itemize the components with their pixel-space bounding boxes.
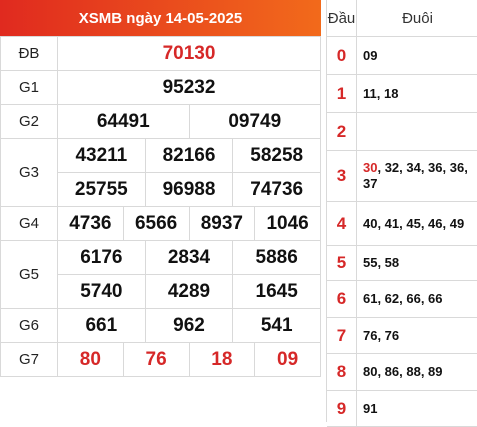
- tail-column-header: Đuôi: [357, 0, 477, 37]
- prize-number: 74736: [232, 172, 320, 206]
- prize-number: 2834: [145, 241, 233, 274]
- prize-number: 43211: [58, 139, 145, 172]
- tail-values: 11, 18: [357, 75, 477, 113]
- tail-values: 61, 62, 66, 66: [357, 281, 477, 318]
- prize-label: G4: [1, 207, 58, 241]
- prize-number: 96988: [145, 172, 233, 206]
- prize-row-g1: G1 95232: [1, 71, 321, 105]
- tail-values: 91: [357, 391, 477, 427]
- head-tail-row: 6 61, 62, 66, 66: [327, 281, 477, 318]
- prize-row-g4: G4 4736 6566 8937 1046: [1, 207, 321, 241]
- head-tail-row: 8 80, 86, 88, 89: [327, 354, 477, 391]
- prize-label: G7: [1, 343, 58, 377]
- results-header: XSMB ngày 14-05-2025: [0, 0, 321, 36]
- prize-row-g5: G5 6176 2834 5886 5740 4289 1645: [1, 241, 321, 309]
- head-digit: 6: [327, 281, 357, 318]
- prize-row-g3: G3 43211 82166 58258 25755 96988 74736: [1, 139, 321, 207]
- head-tail-panel: Đầu Đuôi 0 09 1 11, 18 2 3 30, 32, 34, 3…: [326, 0, 477, 422]
- prize-number: 4289: [145, 274, 233, 308]
- head-digit: 1: [327, 75, 357, 113]
- head-tail-row: 7 76, 76: [327, 318, 477, 354]
- prize-number: 4736: [58, 207, 123, 240]
- prize-number: 76: [123, 343, 189, 376]
- head-tail-row: 5 55, 58: [327, 246, 477, 281]
- prize-number: 6176: [58, 241, 145, 274]
- results-panel: XSMB ngày 14-05-2025 ĐB 70130 G1 95232 G…: [0, 0, 321, 422]
- prize-label: G2: [1, 105, 58, 139]
- prize-number: 82166: [145, 139, 233, 172]
- prize-number: 5886: [232, 241, 320, 274]
- head-column-header: Đầu: [327, 0, 357, 37]
- head-tail-header-row: Đầu Đuôi: [327, 0, 477, 37]
- head-tail-table: Đầu Đuôi 0 09 1 11, 18 2 3 30, 32, 34, 3…: [327, 0, 477, 427]
- prize-row-g6: G6 661 962 541: [1, 309, 321, 343]
- prize-number: 1645: [232, 274, 320, 308]
- prize-row-g7: G7 80 76 18 09: [1, 343, 321, 377]
- prize-label: G5: [1, 241, 58, 309]
- head-digit: 7: [327, 318, 357, 354]
- tail-values: 09: [357, 37, 477, 75]
- head-digit: 4: [327, 202, 357, 246]
- tail-values: 80, 86, 88, 89: [357, 354, 477, 391]
- prize-number: 5740: [58, 274, 145, 308]
- tail-values: 76, 76: [357, 318, 477, 354]
- tail-values: 55, 58: [357, 246, 477, 281]
- prize-number: 6566: [123, 207, 189, 240]
- prize-number: 661: [58, 309, 145, 342]
- prize-number: 95232: [58, 71, 320, 104]
- head-digit: 9: [327, 391, 357, 427]
- head-digit: 2: [327, 113, 357, 151]
- tail-values: 30, 32, 34, 36, 36, 37: [357, 151, 477, 202]
- prize-number: 18: [189, 343, 255, 376]
- prize-number: 541: [232, 309, 320, 342]
- head-tail-row: 2: [327, 113, 477, 151]
- tail-values-rest: , 32, 34, 36, 36, 37: [363, 160, 468, 191]
- tail-values: [357, 113, 477, 151]
- prize-number: 09749: [189, 105, 321, 138]
- prize-number: 1046: [254, 207, 320, 240]
- prize-number: 8937: [189, 207, 255, 240]
- head-digit: 3: [327, 151, 357, 202]
- prize-label: G6: [1, 309, 58, 343]
- results-table: ĐB 70130 G1 95232 G2 64491 09749 G3 4321…: [0, 36, 321, 377]
- prize-row-g2: G2 64491 09749: [1, 105, 321, 139]
- prize-row-db: ĐB 70130: [1, 37, 321, 71]
- tail-values: 40, 41, 45, 46, 49: [357, 202, 477, 246]
- head-tail-row: 9 91: [327, 391, 477, 427]
- results-title: XSMB ngày 14-05-2025: [79, 10, 242, 27]
- head-tail-row: 4 40, 41, 45, 46, 49: [327, 202, 477, 246]
- prize-number: 09: [254, 343, 320, 376]
- head-tail-row: 0 09: [327, 37, 477, 75]
- head-digit: 0: [327, 37, 357, 75]
- prize-label: ĐB: [1, 37, 58, 71]
- head-tail-row: 1 11, 18: [327, 75, 477, 113]
- head-tail-row: 3 30, 32, 34, 36, 36, 37: [327, 151, 477, 202]
- head-digit: 8: [327, 354, 357, 391]
- prize-label: G1: [1, 71, 58, 105]
- special-prize-number: 70130: [58, 37, 320, 70]
- prize-number: 58258: [232, 139, 320, 172]
- prize-number: 25755: [58, 172, 145, 206]
- head-digit: 5: [327, 246, 357, 281]
- prize-label: G3: [1, 139, 58, 207]
- prize-number: 64491: [58, 105, 189, 138]
- prize-number: 962: [145, 309, 233, 342]
- tail-value-highlight: 30: [363, 160, 377, 175]
- prize-number: 80: [58, 343, 123, 376]
